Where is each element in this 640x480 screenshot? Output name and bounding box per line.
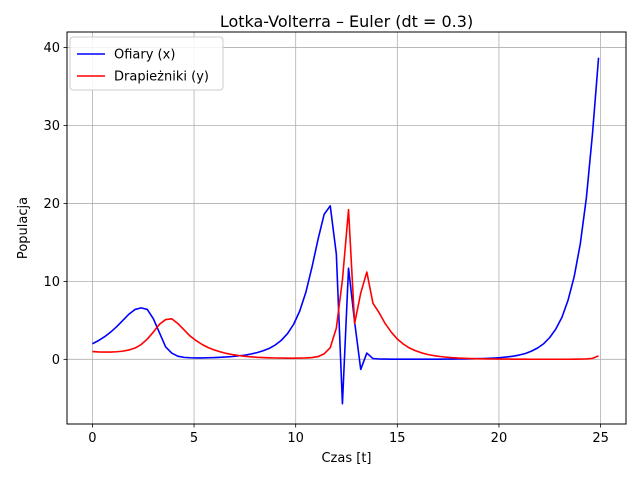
series-line-0	[92, 57, 600, 405]
legend-box	[69, 36, 224, 91]
x-axis-label: Czas [t]	[321, 451, 371, 466]
series-layer	[92, 57, 600, 405]
x-tick-label: 20	[491, 431, 508, 446]
y-tick-label: 0	[52, 353, 60, 368]
plot-frame	[66, 31, 627, 425]
legend-label: Ofiary (x)	[114, 48, 175, 63]
x-tick-label: 0	[88, 431, 96, 446]
legend-label: Drapieżniki (y)	[114, 70, 209, 85]
chart-title: Lotka-Volterra – Euler (dt = 0.3)	[220, 12, 473, 31]
x-tick-label: 5	[190, 431, 198, 446]
legend: Ofiary (x) Drapieżniki (y)	[69, 36, 224, 91]
y-axis-label: Populacja	[16, 197, 31, 259]
x-tick-label: 10	[287, 431, 304, 446]
ticks: 0 5 10 15 20 25 0 10 20 30 40	[43, 41, 608, 446]
x-tick-label: 25	[592, 431, 609, 446]
series-line-1	[92, 208, 599, 361]
x-tick-label: 15	[389, 431, 406, 446]
y-tick-label: 10	[43, 275, 60, 290]
y-tick-label: 30	[43, 119, 60, 134]
y-tick-label: 20	[43, 197, 60, 212]
grid	[67, 32, 626, 424]
y-tick-label: 40	[43, 41, 60, 56]
